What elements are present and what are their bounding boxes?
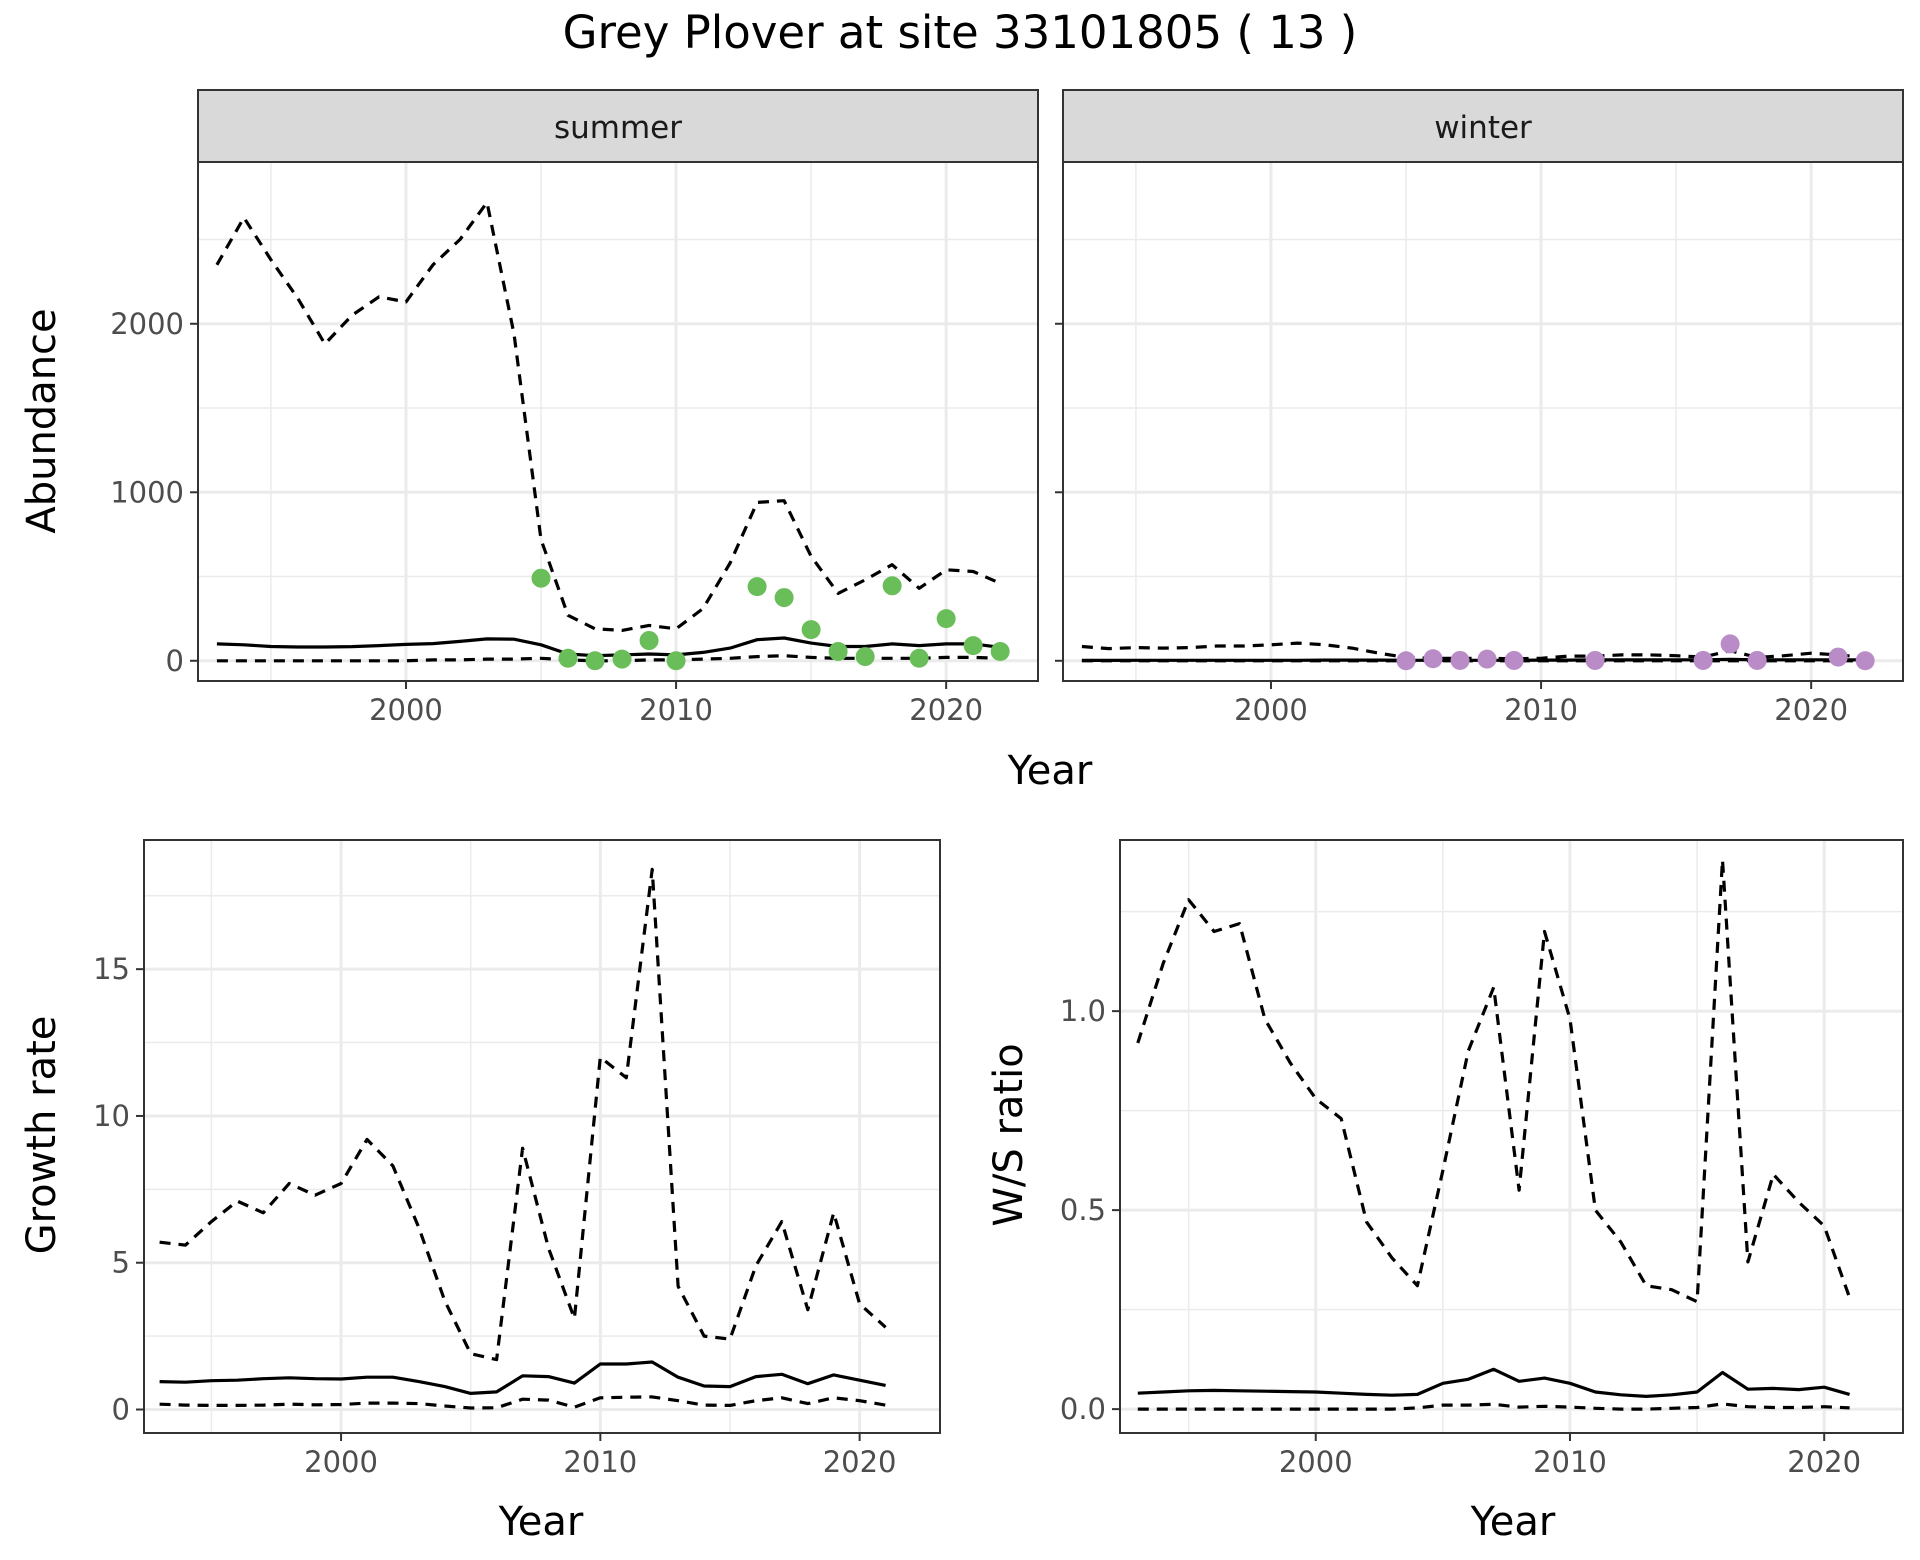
winter-observation-point <box>1585 650 1605 670</box>
summer-observation-point <box>963 636 983 656</box>
summer-observation-point <box>747 577 767 597</box>
summer-x-tick-label: 2000 <box>369 693 443 727</box>
winter-observation-point <box>1450 650 1470 670</box>
summer-observation-point <box>855 647 875 667</box>
abundance-winter-panel: winter 2000 2010 2020 <box>1055 89 1904 727</box>
winter-observation-point <box>1855 651 1875 671</box>
summer-observation-point <box>639 631 659 651</box>
growth-y-tick-label: 5 <box>112 1246 130 1280</box>
summer-strip-label: summer <box>554 110 682 146</box>
ratio-y-tick-label: 0.5 <box>1060 1193 1106 1227</box>
winter-plot-area: 2000 2010 2020 <box>1055 161 1904 727</box>
growth-plot-area: 2000 2010 2020 0 5 10 15 <box>93 839 941 1479</box>
winter-observation-point <box>1477 649 1497 669</box>
summer-y-tick-label: 1000 <box>110 475 184 509</box>
growth-x-tick-label: 2020 <box>823 1445 897 1479</box>
winter-mean-line <box>1081 657 1866 663</box>
summer-observation-point <box>882 576 902 596</box>
ratio-lower-ci-line <box>1137 1402 1850 1411</box>
winter-observation-point <box>1747 650 1767 670</box>
summer-observation-point <box>909 648 929 668</box>
summer-observation-point <box>774 588 794 608</box>
ratio-y-tick-label: 0.0 <box>1060 1392 1106 1426</box>
summer-strip <box>197 89 1039 163</box>
growth-panel-border <box>143 839 941 1434</box>
winter-strip <box>1062 89 1904 163</box>
growth-y-tick-label: 0 <box>112 1393 130 1427</box>
winter-panel-border <box>1062 161 1904 682</box>
abundance-summer-panel: summer 2000 2010 2020 0 1000 2000 <box>110 89 1039 727</box>
summer-plot-area: 2000 2010 2020 0 1000 2000 <box>110 161 1039 727</box>
growth-y-tick-label: 10 <box>93 1099 130 1133</box>
ratio-y-tick-label: 1.0 <box>1060 994 1106 1028</box>
summer-panel-border <box>197 161 1039 682</box>
ratio-x-tick-label: 2010 <box>1533 1445 1607 1479</box>
abundance-y-axis-title: Abundance <box>19 308 65 533</box>
summer-x-tick-label: 2020 <box>909 693 983 727</box>
winter-x-tick-label: 2010 <box>1504 693 1578 727</box>
summer-observation-point <box>828 642 848 662</box>
winter-x-tick-label: 2020 <box>1774 693 1848 727</box>
figure-title: Grey Plover at site 33101805 ( 13 ) <box>562 6 1358 59</box>
summer-x-tick-label: 2010 <box>639 693 713 727</box>
ratio-upper-ci-line <box>1136 858 1852 1304</box>
summer-upper-ci-line <box>215 200 1001 633</box>
abundance-x-axis-title: Year <box>1007 748 1093 794</box>
summer-mean-line <box>216 636 1001 658</box>
ratio-x-axis-title: Year <box>1470 1499 1556 1545</box>
growth-y-axis-title: Growth rate <box>19 1016 65 1255</box>
ratio-y-axis-title: W/S ratio <box>986 1043 1032 1226</box>
summer-observation-point <box>612 649 632 669</box>
summer-observation-point <box>666 651 686 671</box>
summer-observation-point <box>801 620 821 640</box>
summer-observation-point <box>990 642 1010 662</box>
winter-observation-point <box>1396 651 1416 671</box>
growth-y-tick-label: 15 <box>93 952 130 986</box>
growth-x-axis-title: Year <box>498 1499 584 1545</box>
winter-strip-label: winter <box>1434 110 1532 146</box>
winter-observation-point <box>1720 634 1740 654</box>
summer-observation-point <box>531 568 551 588</box>
summer-observation-point <box>585 651 605 671</box>
ratio-plot-area: 2000 2010 2020 0.0 0.5 1.0 <box>1060 839 1904 1479</box>
winter-upper-ci-line <box>1081 641 1866 661</box>
summer-y-tick-label: 2000 <box>110 307 184 341</box>
ratio-panel-border <box>1119 839 1904 1434</box>
ratio-x-tick-label: 2000 <box>1279 1445 1353 1479</box>
summer-y-tick-label: 0 <box>166 644 184 678</box>
summer-observation-point <box>558 648 578 668</box>
ratio-x-tick-label: 2020 <box>1787 1445 1861 1479</box>
winter-observation-point <box>1423 649 1443 669</box>
growth-mean-line <box>159 1360 886 1396</box>
growth-lower-ci-line <box>159 1395 886 1410</box>
winter-x-tick-label: 2000 <box>1234 693 1308 727</box>
winter-observation-point <box>1693 650 1713 670</box>
winter-observation-point <box>1828 647 1848 667</box>
winter-observation-point <box>1504 650 1524 670</box>
ratio-mean-line <box>1137 1367 1851 1399</box>
growth-x-tick-label: 2000 <box>304 1445 378 1479</box>
summer-observation-point <box>936 609 956 629</box>
growth-upper-ci-line <box>159 867 887 1362</box>
growth-x-tick-label: 2010 <box>563 1445 637 1479</box>
